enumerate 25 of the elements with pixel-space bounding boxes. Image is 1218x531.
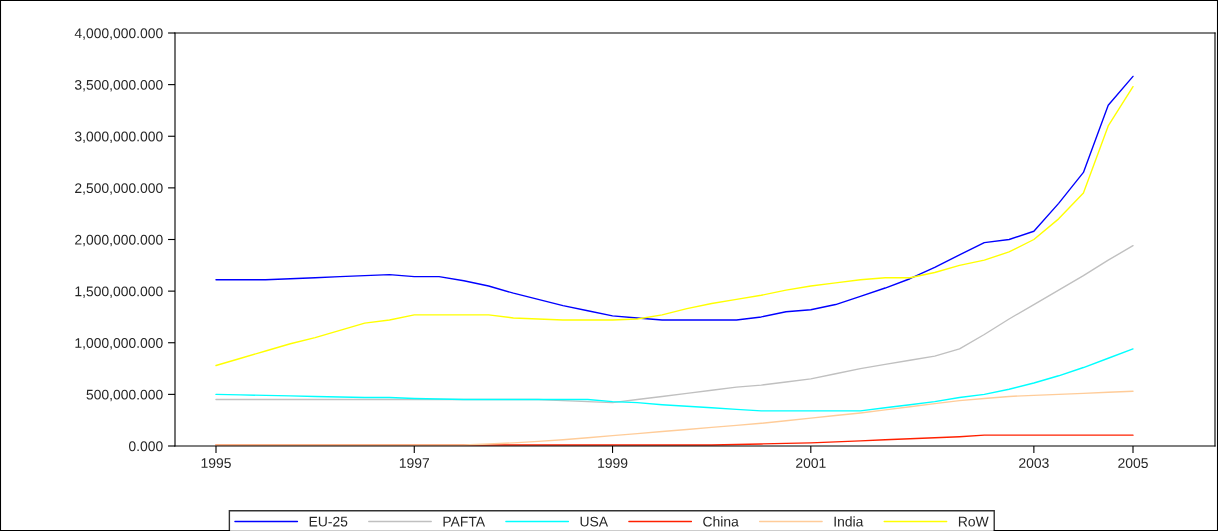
y-tick-label: 2,500,000.000 [75,183,163,195]
legend-label: PAFTA [443,516,486,527]
line-series [215,75,1134,321]
y-tick-label: 2,000,000.000 [75,234,163,247]
line-series [215,348,1134,412]
line-series [215,390,1134,446]
y-tick-label: 4,000,000.000 [74,28,163,40]
legend-label: USA [580,516,609,527]
y-tick-label: 3,000,000.000 [74,131,163,144]
x-tick-label: 2003 [1019,458,1049,469]
y-tick-label: 1,000,000.000 [75,338,163,350]
x-tick-label: 1999 [598,458,628,469]
legend-label: RoW [958,516,989,527]
x-tick-label: 2005 [1118,458,1148,469]
legend-label: India [834,516,864,527]
x-tick-label: 1997 [399,458,430,469]
y-tick-label: 500,000.000 [86,389,163,402]
legend-label: EU-25 [309,516,348,527]
x-tick-label: 2001 [796,458,826,469]
y-tick-label: 1,500,000.000 [75,286,163,298]
y-tick-label: 3,500,000.000 [74,79,163,92]
y-tick-label: 0.000 [128,441,163,452]
legend-label: China [703,516,739,527]
x-tick-label: 1995 [201,458,231,469]
line-series [215,85,1134,367]
